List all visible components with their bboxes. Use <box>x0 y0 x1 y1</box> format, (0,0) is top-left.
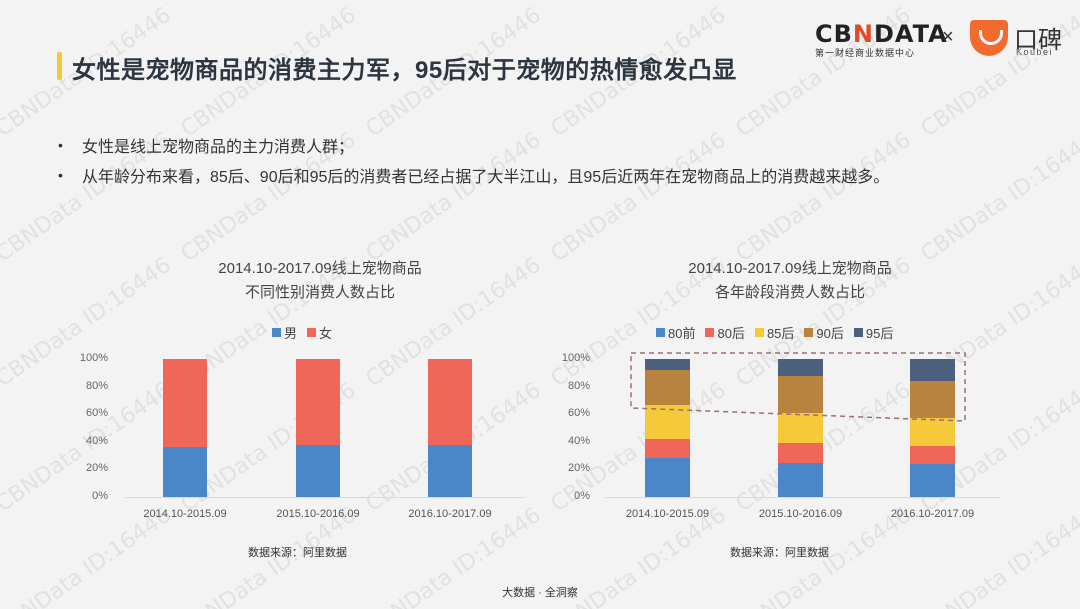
chart-legend: 80前 80后 85后 90后 95后 <box>656 323 893 342</box>
legend-item: 85后 <box>754 323 794 342</box>
bar-segment-80后 <box>778 443 823 463</box>
page-title: 女性是宠物商品的消费主力军，95后对于宠物的热情愈发凸显 <box>72 57 737 84</box>
bar-segment-90后 <box>778 375 823 413</box>
stacked-bar <box>645 359 690 497</box>
koubei-logo-text: 口碑 <box>1014 27 1062 54</box>
bar-segment-95后 <box>645 359 690 371</box>
legend-swatch-icon <box>272 328 281 337</box>
x-tick-label: 2016.10-2017.09 <box>890 508 975 520</box>
legend-swatch-icon <box>754 328 764 337</box>
y-tick-label: 100% <box>561 352 590 364</box>
legend-swatch-icon <box>853 328 863 337</box>
y-tick-label: 60% <box>567 407 590 420</box>
y-tick-label: 0% <box>574 490 590 502</box>
legend-swatch-icon <box>656 328 665 337</box>
chart-legend: 男女 <box>272 323 332 342</box>
x-tick-label: 2014.10-2015.09 <box>143 508 227 520</box>
legend-item: 男 <box>272 323 297 342</box>
y-tick-label: 40% <box>85 434 108 447</box>
koubei-smile-icon <box>970 20 1008 56</box>
bar-segment-男 <box>163 447 207 497</box>
legend-item: 女 <box>307 323 332 342</box>
koubei-logo-subtitle: Koubei <box>1016 47 1054 57</box>
y-tick-label: 20% <box>567 462 590 475</box>
stacked-bar <box>163 359 207 497</box>
watermark-text: CBNData ID:16446 <box>0 252 176 393</box>
bullet-list: • 女性是线上宠物商品的主力消费人群； • 从年龄分布来看，85后、90后和95后的… <box>58 130 889 190</box>
legend-item: 80后 <box>705 323 745 342</box>
stacked-bar <box>910 359 955 497</box>
stacked-bar <box>296 359 340 497</box>
watermark-text: CBNData ID:16446 <box>916 127 1080 268</box>
bar-segment-95后 <box>910 359 955 382</box>
legend-swatch-icon <box>307 328 317 337</box>
bar-segment-90后 <box>645 370 690 405</box>
highlight-dashed-box <box>628 350 968 430</box>
bar-segment-男 <box>428 444 472 497</box>
title-accent-bar <box>57 52 62 80</box>
bar-segment-85后 <box>910 418 955 446</box>
y-tick-label: 60% <box>85 407 108 420</box>
chart-title: 2014.10-2017.09线上宠物商品 不同性别消费人数占比 <box>218 260 422 301</box>
cbndata-logo: CBNDATA 第一财经商业数据中心 <box>815 20 948 59</box>
y-tick-label: 20% <box>85 462 108 475</box>
stacked-bar <box>428 359 472 497</box>
y-tick-label: 80% <box>85 379 108 392</box>
cbndata-logo-text: CBNDATA <box>815 20 948 48</box>
bullet-item: • 从年龄分布来看，85后、90后和95后的消费者已经占据了大半江山，且95后近两… <box>58 167 890 186</box>
bar-segment-85后 <box>778 412 823 444</box>
bar-segment-80前 <box>778 462 823 497</box>
legend-swatch-icon <box>804 328 814 337</box>
stacked-bar <box>778 359 823 497</box>
cross-icon: × <box>942 26 954 48</box>
legend-item: 90后 <box>804 323 844 342</box>
bar-segment-男 <box>296 444 340 497</box>
data-source-note: 数据来源：阿里数据 <box>248 547 347 559</box>
y-tick-label: 0% <box>92 490 108 502</box>
legend-swatch-icon <box>705 328 715 337</box>
y-tick-label: 100% <box>79 352 108 364</box>
bar-segment-80后 <box>645 439 690 459</box>
cbndata-logo-subtitle: 第一财经商业数据中心 <box>815 48 916 58</box>
bullet-dot-icon: • <box>58 137 63 153</box>
x-tick-label: 2015.10-2016.09 <box>758 508 843 520</box>
bar-segment-80前 <box>910 463 955 497</box>
y-tick-label: 40% <box>567 434 590 447</box>
bar-segment-80后 <box>910 445 955 464</box>
chart-title: 2014.10-2017.09线上宠物商品 各年龄段消费人数占比 <box>688 260 892 301</box>
bar-segment-90后 <box>910 381 955 419</box>
data-source-note: 数据来源：阿里数据 <box>730 547 829 559</box>
bar-segment-女 <box>428 359 472 445</box>
bar-segment-女 <box>163 359 207 448</box>
legend-item: 95后 <box>853 323 893 342</box>
x-tick-label: 2014.10-2015.09 <box>625 508 710 520</box>
bar-segment-女 <box>296 359 340 445</box>
bullet-item: • 女性是线上宠物商品的主力消费人群； <box>58 137 355 156</box>
x-tick-label: 2015.10-2016.09 <box>276 508 360 520</box>
x-axis-line <box>125 497 525 498</box>
bullet-dot-icon: • <box>58 167 63 183</box>
legend-item: 80前 <box>656 323 695 342</box>
bar-segment-95后 <box>778 359 823 376</box>
footer-slogan: 大数据 · 全洞察 <box>502 587 578 599</box>
x-axis-line <box>605 497 1000 498</box>
x-tick-label: 2016.10-2017.09 <box>408 508 492 520</box>
y-tick-label: 80% <box>567 379 590 392</box>
bar-segment-80前 <box>645 458 690 497</box>
